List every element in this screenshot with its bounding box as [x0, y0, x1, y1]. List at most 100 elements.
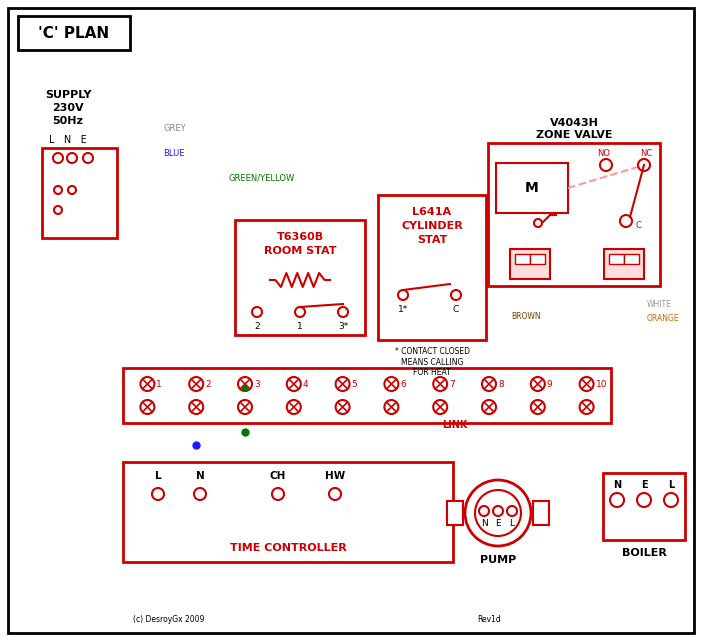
Bar: [496, 163, 568, 213]
Circle shape: [238, 400, 252, 414]
Circle shape: [53, 153, 63, 163]
Circle shape: [531, 400, 545, 414]
Text: L641A: L641A: [413, 207, 451, 217]
Text: HW: HW: [325, 471, 345, 481]
Circle shape: [534, 219, 542, 227]
Circle shape: [295, 307, 305, 317]
Text: CH: CH: [270, 471, 286, 481]
Text: 'C' PLAN: 'C' PLAN: [39, 26, 110, 40]
Bar: [515, 254, 530, 264]
Bar: [378, 195, 486, 340]
Circle shape: [329, 488, 341, 500]
Text: M: M: [525, 181, 539, 195]
Text: LINK: LINK: [442, 420, 468, 430]
Text: 2: 2: [205, 379, 211, 388]
Circle shape: [664, 493, 678, 507]
Text: V4043H: V4043H: [550, 118, 598, 128]
Text: NC: NC: [640, 149, 652, 158]
Text: 50Hz: 50Hz: [53, 116, 84, 126]
Text: BOILER: BOILER: [621, 548, 666, 558]
Circle shape: [83, 153, 93, 163]
Circle shape: [465, 480, 531, 546]
Circle shape: [140, 377, 154, 391]
Text: 7: 7: [449, 379, 455, 388]
Circle shape: [433, 377, 447, 391]
Text: E: E: [495, 519, 501, 528]
Text: 3: 3: [254, 379, 260, 388]
Circle shape: [152, 488, 164, 500]
Bar: [533, 501, 549, 525]
Text: C: C: [453, 304, 459, 313]
Text: BROWN: BROWN: [511, 312, 541, 320]
Circle shape: [54, 206, 62, 214]
Circle shape: [336, 377, 350, 391]
Bar: [488, 143, 660, 286]
Circle shape: [580, 400, 594, 414]
Bar: [603, 473, 685, 540]
Bar: [123, 462, 453, 562]
Circle shape: [620, 215, 632, 227]
Circle shape: [507, 506, 517, 516]
Text: 1: 1: [157, 379, 162, 388]
Text: BLUE: BLUE: [163, 149, 185, 158]
Text: 9: 9: [547, 379, 552, 388]
Text: ROOM STAT: ROOM STAT: [264, 246, 336, 256]
Text: 5: 5: [352, 379, 357, 388]
Circle shape: [385, 377, 399, 391]
Bar: [18, 16, 130, 50]
Text: N: N: [613, 480, 621, 490]
Text: ORANGE: ORANGE: [647, 313, 680, 322]
Circle shape: [531, 377, 545, 391]
Text: SUPPLY: SUPPLY: [45, 90, 91, 100]
Text: N: N: [196, 471, 204, 481]
Text: L: L: [510, 519, 515, 528]
Text: L: L: [668, 480, 674, 490]
Text: L   N   E: L N E: [49, 135, 87, 145]
Text: ZONE VALVE: ZONE VALVE: [536, 130, 612, 140]
Text: GREY: GREY: [163, 124, 185, 133]
Text: (c) DesroyGx 2009: (c) DesroyGx 2009: [133, 615, 204, 624]
Circle shape: [194, 488, 206, 500]
Circle shape: [338, 307, 348, 317]
Text: T6360B: T6360B: [277, 232, 324, 242]
Text: TIME CONTROLLER: TIME CONTROLLER: [230, 543, 346, 553]
Circle shape: [336, 400, 350, 414]
Circle shape: [140, 400, 154, 414]
Text: WHITE: WHITE: [647, 299, 672, 308]
Circle shape: [385, 400, 399, 414]
Circle shape: [580, 377, 594, 391]
Circle shape: [479, 506, 489, 516]
Circle shape: [67, 153, 77, 163]
Circle shape: [190, 400, 203, 414]
Bar: [624, 254, 639, 264]
Circle shape: [54, 186, 62, 194]
Text: 2: 2: [254, 322, 260, 331]
Circle shape: [638, 159, 650, 171]
Circle shape: [493, 506, 503, 516]
Text: 8: 8: [498, 379, 504, 388]
Bar: [235, 220, 365, 335]
Bar: [42, 148, 117, 238]
Text: * CONTACT CLOSED
MEANS CALLING
FOR HEAT: * CONTACT CLOSED MEANS CALLING FOR HEAT: [395, 347, 470, 377]
Text: CYLINDER: CYLINDER: [401, 221, 463, 231]
Bar: [123, 368, 611, 423]
Text: E: E: [641, 480, 647, 490]
Circle shape: [398, 290, 408, 300]
Text: GREEN/YELLOW: GREEN/YELLOW: [228, 174, 294, 183]
Circle shape: [475, 490, 521, 536]
Text: C: C: [635, 221, 641, 229]
Circle shape: [252, 307, 262, 317]
Text: 230V: 230V: [52, 103, 84, 113]
Circle shape: [610, 493, 624, 507]
Text: 6: 6: [400, 379, 406, 388]
Circle shape: [287, 400, 300, 414]
Circle shape: [451, 290, 461, 300]
Circle shape: [68, 186, 76, 194]
Text: N: N: [481, 519, 487, 528]
Bar: [447, 501, 463, 525]
Text: L: L: [154, 471, 161, 481]
Text: 10: 10: [595, 379, 607, 388]
Text: 3*: 3*: [338, 322, 348, 331]
Circle shape: [238, 377, 252, 391]
Bar: [530, 254, 545, 264]
